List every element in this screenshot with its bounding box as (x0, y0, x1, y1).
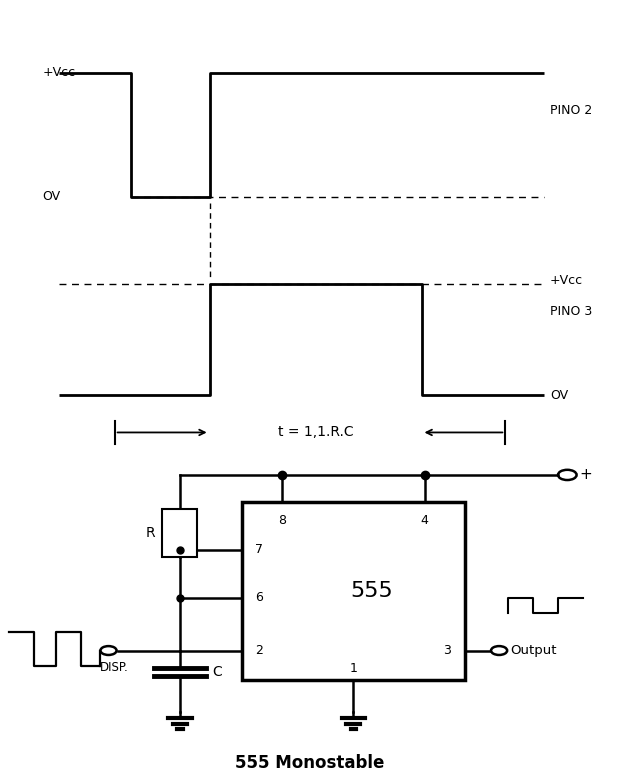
Text: PINO 3: PINO 3 (550, 305, 592, 318)
Text: 2: 2 (255, 644, 264, 657)
Text: 7: 7 (255, 543, 264, 556)
Text: +Vcc: +Vcc (42, 67, 75, 79)
Text: 555 Monostable: 555 Monostable (236, 754, 384, 772)
Text: 4: 4 (421, 514, 428, 527)
Text: 3: 3 (443, 644, 451, 657)
Text: +Vcc: +Vcc (550, 274, 583, 287)
Text: R: R (145, 526, 155, 540)
Text: +: + (580, 467, 593, 482)
Bar (162, 509, 197, 556)
Text: 555: 555 (350, 580, 392, 601)
Text: 8: 8 (278, 514, 286, 527)
Text: OV: OV (550, 389, 568, 401)
Bar (242, 502, 465, 680)
Text: 6: 6 (255, 591, 264, 604)
Text: OV: OV (42, 191, 60, 203)
Text: C: C (212, 665, 222, 679)
Text: t = 1,1.R.C: t = 1,1.R.C (278, 425, 353, 439)
Text: 1: 1 (350, 663, 357, 676)
Text: DISP.: DISP. (100, 661, 129, 673)
Text: Output: Output (510, 644, 557, 657)
Text: PINO 2: PINO 2 (550, 104, 592, 116)
